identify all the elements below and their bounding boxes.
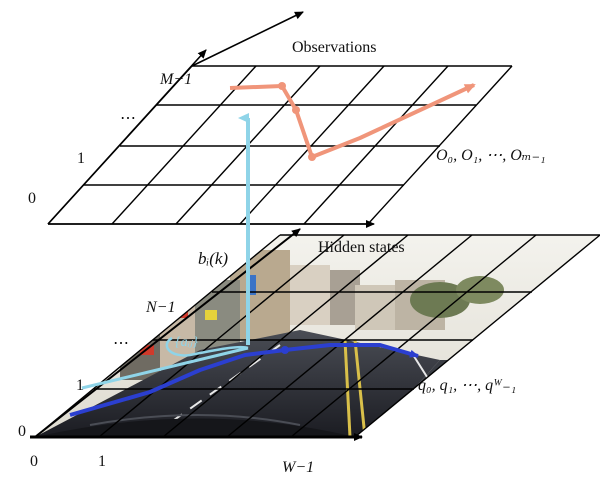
hidden-col-label-last: W−1 xyxy=(282,459,314,476)
hidden-state-path xyxy=(69,343,419,417)
hidden-col-label-1: 1 xyxy=(98,453,106,470)
hidden-row-label-last: N−1 xyxy=(145,299,175,316)
observation-y-axis xyxy=(47,49,207,225)
hidden-row-label-dots: ⋯ xyxy=(113,335,129,352)
observation-node xyxy=(308,153,316,161)
observation-row-label-0: 0 xyxy=(28,190,36,207)
observation-node xyxy=(278,82,286,90)
observation-row-label-1: 1 xyxy=(77,150,85,167)
hidden-sequence-label: q₀, q₁, ⋯, qᵂ₋₁ xyxy=(418,377,516,394)
emission-label: bᵢ(k) xyxy=(198,249,228,268)
hidden-states-title: Hidden states xyxy=(318,239,405,256)
observation-grid xyxy=(47,65,513,225)
observation-diagonal-arrow xyxy=(191,11,304,67)
observation-path xyxy=(229,83,476,159)
hidden-y-axis xyxy=(34,228,301,438)
observation-row-label-dots: ⋯ xyxy=(120,110,136,127)
hidden-state-node xyxy=(281,346,289,354)
hidden-col-label-0: 0 xyxy=(30,453,38,470)
hidden-row-label-1: 1 xyxy=(76,377,84,394)
observation-row-label-last: M−1 xyxy=(159,71,192,88)
observation-node xyxy=(292,106,300,114)
hidden-row-label-0: 0 xyxy=(18,423,26,440)
observation-sequence-label: O₀, O₁, ⋯, Oₘ₋₁ xyxy=(436,147,546,164)
emission-arrow xyxy=(81,113,250,390)
transition-label: {aᵢⱼ} xyxy=(175,335,198,350)
observations-title: Observations xyxy=(292,39,376,56)
